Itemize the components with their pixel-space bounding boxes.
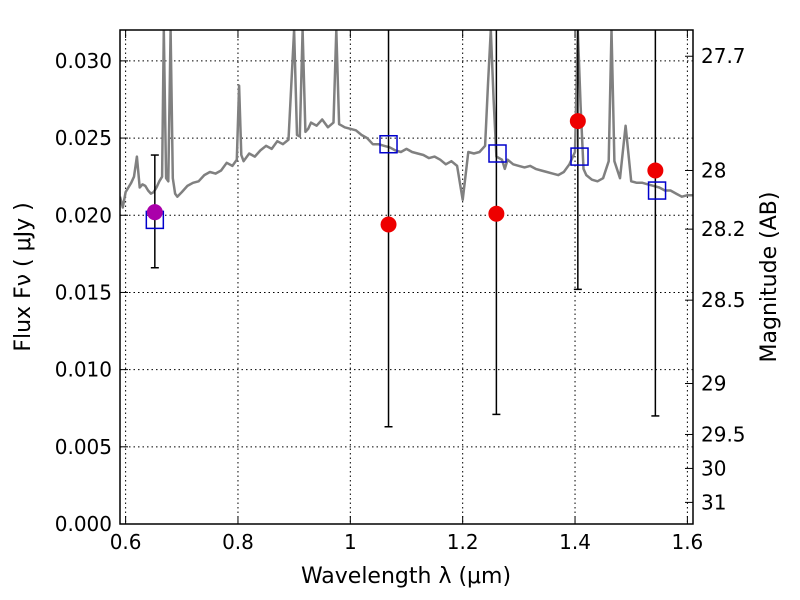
x-tick-label: 1.6 bbox=[671, 530, 703, 554]
observed-flux-point bbox=[380, 216, 397, 233]
x-tick-label: 1.4 bbox=[559, 530, 591, 554]
plot-frame bbox=[119, 29, 694, 525]
y-tick-label: 0.010 bbox=[55, 358, 112, 382]
model-photometry-square bbox=[647, 181, 667, 200]
axis-tick-labels: 0.6 0.8 1 1.2 1.4 1.6 0.000 0.005 0.010 0.015 0.02… bbox=[55, 44, 746, 554]
right-axis-label: Magnitude (AB) bbox=[757, 192, 782, 363]
right-tick-label: 28.2 bbox=[701, 217, 746, 241]
right-tick-label: 31 bbox=[701, 490, 726, 514]
model-photometry-square bbox=[488, 144, 507, 163]
model-photometry-square bbox=[379, 134, 398, 154]
observed-flux-point bbox=[488, 205, 505, 222]
y-tick-label: 0.020 bbox=[55, 203, 112, 227]
right-tick-label: 30 bbox=[701, 456, 726, 480]
y-tick-label: 0.005 bbox=[55, 435, 112, 459]
observed-flux-point bbox=[569, 113, 586, 130]
y-tick-label: 0.015 bbox=[55, 280, 112, 304]
right-tick-label: 29 bbox=[701, 372, 726, 396]
axis-ticks bbox=[120, 30, 693, 525]
observed-flux-point-optical bbox=[146, 204, 163, 221]
x-tick-label: 1 bbox=[344, 530, 357, 554]
y-tick-label: 0.030 bbox=[55, 49, 112, 73]
model-spectrum-line bbox=[120, 30, 693, 209]
right-tick-label: 28 bbox=[701, 158, 726, 182]
right-tick-label: 28.5 bbox=[701, 288, 746, 312]
plot-content bbox=[120, 30, 693, 428]
right-tick-label: 27.7 bbox=[701, 44, 746, 68]
x-axis-label: Wavelength λ (μm) bbox=[301, 564, 511, 589]
y-tick-label: 0.000 bbox=[55, 512, 112, 536]
y-tick-label: 0.025 bbox=[55, 126, 112, 150]
model-photometry-square bbox=[570, 147, 589, 166]
observed-flux-point bbox=[647, 162, 664, 179]
x-tick-label: 0.6 bbox=[110, 530, 142, 554]
x-tick-label: 1.2 bbox=[447, 530, 479, 554]
x-tick-label: 0.8 bbox=[222, 530, 254, 554]
right-tick-label: 29.5 bbox=[701, 422, 746, 446]
data-markers bbox=[145, 113, 667, 233]
y-axis-label: Flux Fν ( μJy ) bbox=[11, 202, 36, 351]
